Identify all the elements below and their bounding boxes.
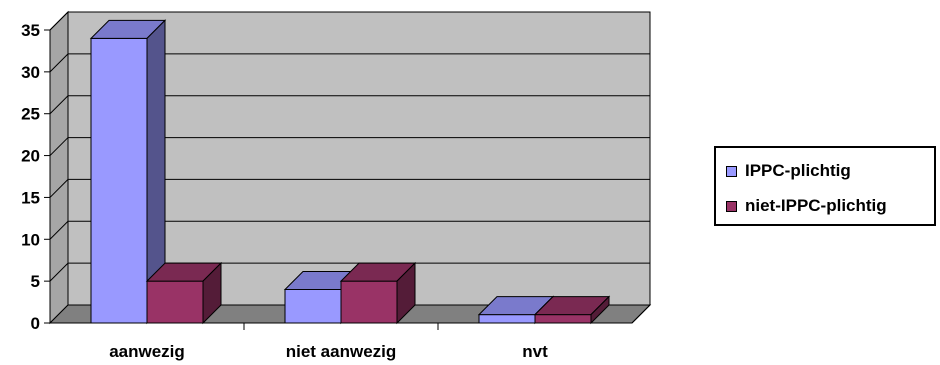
y-tick-label: 35 [21,21,40,40]
bar-front [284,289,342,324]
gridlines [49,11,650,282]
bar-front [340,280,398,324]
bars [89,19,611,325]
bar-front [146,280,204,324]
legend-label: niet-IPPC-plichtig [745,196,887,215]
x-axis-depth [631,304,651,324]
bar-side [590,295,610,325]
y-tick-label: 15 [21,188,40,207]
x-axis-labels: aanwezig niet aanwezig nvt [109,342,548,361]
legend-swatch [726,200,737,212]
legend-item-series-1: IPPC-plichtig [726,161,851,181]
y-axis-ticks: 0 5 10 15 20 25 30 35 [21,21,50,333]
bar-front [534,314,592,324]
legend-item-series-2: niet-IPPC-plichtig [726,196,887,216]
gridline [49,11,650,31]
gridline [49,262,650,282]
y-tick-label: 0 [31,314,40,333]
gridline [49,95,650,115]
bar [533,295,611,325]
y-tick-label: 10 [21,230,40,249]
bar [145,261,223,325]
bar [339,261,417,325]
side-wall [49,10,69,325]
legend: IPPC-plichtig niet-IPPC-plichtig [714,146,936,226]
x-category-label: aanwezig [109,342,185,361]
bar [89,19,167,325]
legend-swatch [726,165,737,177]
legend-label: IPPC-plichtig [745,161,851,180]
gridline [49,178,650,198]
bar-side [202,261,222,325]
y-tick-label: 25 [21,105,40,124]
y-tick-label: 20 [21,147,40,166]
x-category-label: nvt [522,342,548,361]
gridline [49,137,650,156]
gridline [49,53,650,73]
gridline [49,220,650,240]
x-category-label: niet aanwezig [286,342,397,361]
bar-side [396,261,416,325]
y-tick-label: 30 [21,63,40,82]
bar-front [478,314,536,324]
y-tick-label: 5 [31,272,40,291]
bar-front [90,37,148,324]
